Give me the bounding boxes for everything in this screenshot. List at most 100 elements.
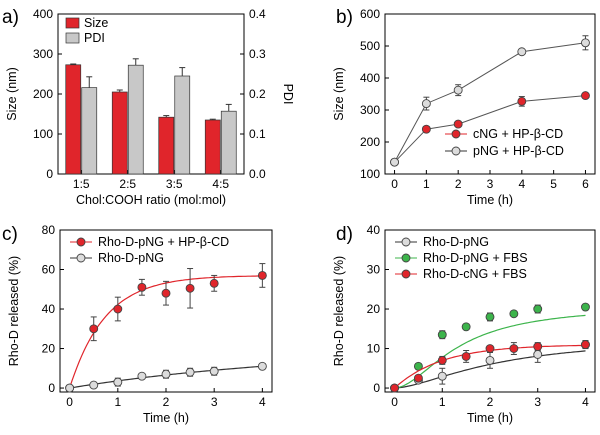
data-point — [533, 342, 543, 352]
x-axis-label: Chol:COOH ratio (mol:mol) — [76, 193, 226, 207]
y2-axis-label: PDI — [281, 84, 295, 105]
data-point — [413, 373, 423, 383]
x-axis-label: Time (h) — [467, 193, 513, 207]
y-tick-label: 0 — [46, 167, 53, 181]
x-tick-label: 1 — [114, 395, 121, 409]
data-point — [390, 157, 399, 167]
data-point — [161, 369, 171, 379]
legend-label: Rho-D-pNG + HP-β-CD — [98, 235, 229, 249]
bar — [111, 91, 128, 175]
data-point — [509, 344, 519, 353]
bar — [65, 64, 82, 175]
bar — [158, 116, 175, 175]
legend-swatch — [65, 32, 80, 44]
data-point — [437, 371, 447, 381]
legend-label: Rho-D-pNG — [423, 235, 489, 249]
legend-label: Rho-D-pNG + FBS — [423, 251, 528, 265]
data-point — [517, 47, 527, 57]
y-tick-label: 300 — [33, 47, 53, 61]
data-point — [161, 288, 171, 298]
series — [390, 340, 590, 393]
data-point — [421, 99, 431, 109]
y-axis-label: Size (nm) — [332, 67, 346, 120]
x-tick-label: 4:5 — [212, 177, 229, 191]
x-tick-label: 2 — [487, 395, 494, 409]
y-tick-label: 10 — [367, 342, 381, 356]
y-tick-label: 200 — [33, 87, 53, 101]
data-point — [257, 270, 267, 280]
bar — [204, 119, 221, 175]
y-tick-label: 600 — [360, 7, 380, 21]
data-point — [209, 278, 219, 288]
y-tick-label: 30 — [367, 263, 381, 277]
x-tick-label: 3 — [534, 395, 541, 409]
data-point — [89, 380, 99, 390]
data-point — [185, 367, 195, 377]
data-point — [185, 283, 195, 293]
data-point — [581, 91, 590, 101]
data-point — [485, 355, 495, 365]
y-tick-label: 300 — [360, 103, 380, 117]
bar — [174, 75, 191, 175]
panel-label: c) — [2, 224, 18, 245]
data-point — [390, 383, 399, 393]
y-axis-label: Rho-D released (%) — [332, 256, 346, 366]
data-point — [437, 355, 447, 365]
data-point — [533, 350, 543, 359]
x-tick-label: 0 — [391, 177, 398, 191]
y2-tick-label: 0.4 — [249, 7, 266, 21]
bar — [81, 87, 98, 175]
data-point — [65, 383, 75, 393]
x-tick-label: 3 — [211, 395, 218, 409]
panel-label: d) — [336, 224, 353, 245]
data-point — [485, 312, 495, 322]
chart-panel-4: d) 0 10 20 30 40 0 1 2 3 4 Rho-D-pNG Rho-D-pNG + FBS… — [332, 223, 596, 425]
chart-panel-2: b) 100 200 300 400 500 600 0 1 2 3 4 5 6 cNG + HP-β-CD… — [332, 7, 596, 207]
x-tick-label: 1:5 — [73, 177, 90, 191]
data-point — [451, 129, 461, 139]
panel-label: b) — [336, 7, 353, 28]
y-tick-label: 20 — [42, 342, 56, 356]
y-tick-label: 100 — [360, 167, 380, 181]
legend-label: cNG + HP-β-CD — [473, 127, 563, 141]
data-point — [509, 309, 519, 319]
fit-curve — [394, 314, 586, 389]
y-tick-label: 0 — [48, 381, 55, 395]
data-point — [257, 361, 267, 371]
x-tick-label: 4 — [518, 177, 525, 191]
panel-label: a) — [2, 7, 19, 28]
data-point — [485, 344, 495, 353]
y-tick-label: 20 — [367, 302, 381, 316]
data-point — [517, 96, 527, 106]
y-tick-label: 400 — [360, 71, 380, 85]
data-point — [453, 119, 463, 129]
legend-swatch — [65, 17, 80, 29]
x-tick-label: 0 — [66, 395, 73, 409]
data-point — [581, 302, 590, 312]
y-tick-label: 100 — [33, 127, 53, 141]
data-point — [581, 340, 590, 350]
y-tick-label: 400 — [33, 7, 53, 21]
data-point — [581, 38, 590, 48]
y-axis-label: Size (nm) — [5, 67, 19, 120]
chart-panel-1: a) 0 100 200 300 400 1:5 2:5 3:5 4:5 0.0 0.1 0.2 0.3 0… — [2, 7, 295, 207]
series — [390, 35, 590, 167]
x-tick-label: 4 — [259, 395, 266, 409]
data-point — [453, 85, 463, 95]
data-point — [401, 237, 411, 247]
data-point — [113, 304, 123, 314]
x-axis-label: Time (h) — [143, 411, 189, 425]
data-point — [533, 304, 543, 314]
x-tick-label: 1 — [423, 177, 430, 191]
x-tick-label: 6 — [582, 177, 589, 191]
x-tick-label: 3 — [487, 177, 494, 191]
x-tick-label: 1 — [439, 395, 446, 409]
legend-label: PDI — [84, 31, 105, 45]
data-point — [137, 282, 147, 292]
legend-label: Rho-D-pNG — [98, 251, 164, 265]
data-point — [437, 330, 447, 340]
x-tick-label: 3:5 — [166, 177, 183, 191]
data-point — [113, 377, 123, 387]
y-axis-label: Rho-D released (%) — [7, 256, 21, 366]
